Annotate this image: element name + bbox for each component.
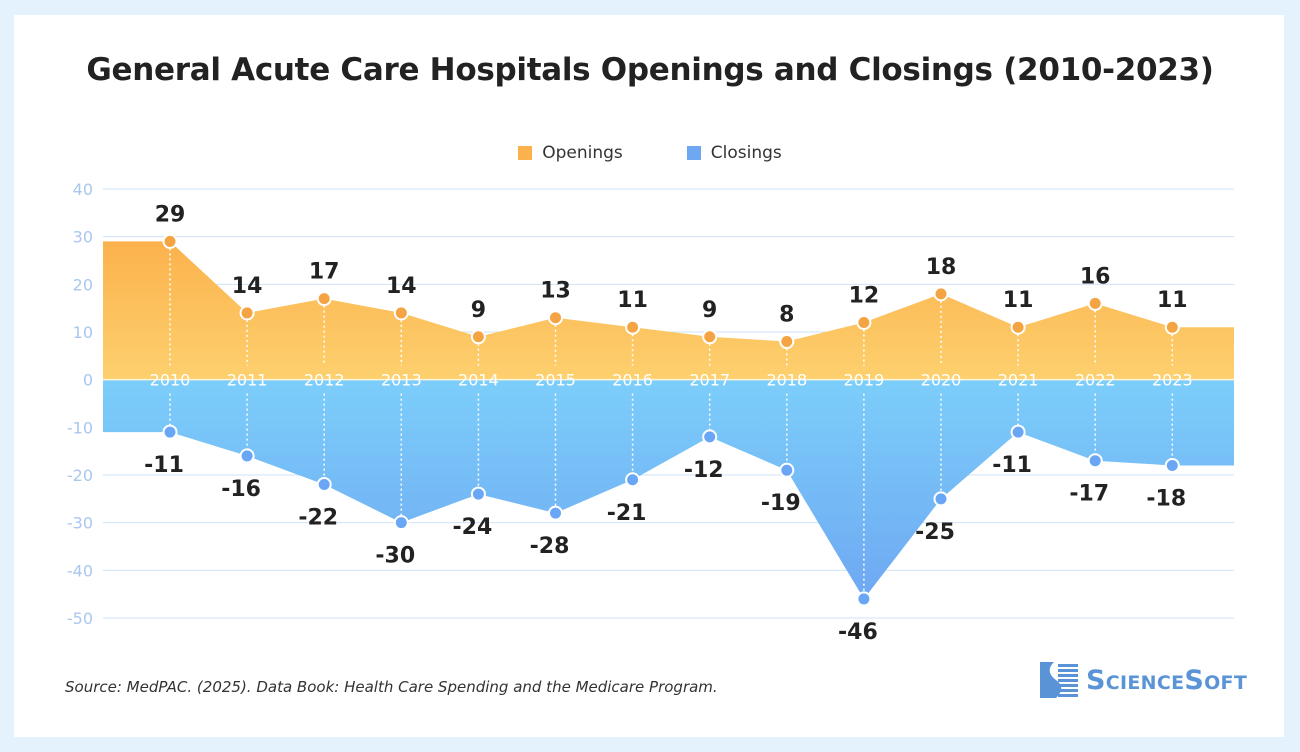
x-tick-label: 2015 xyxy=(535,371,576,390)
x-tick-label: 2014 xyxy=(458,371,499,390)
closings-data-label: -18 xyxy=(1146,486,1186,511)
sciencesoft-logo-icon xyxy=(1040,662,1078,698)
closings-point[interactable] xyxy=(702,429,718,445)
x-tick-label: 2019 xyxy=(844,371,885,390)
sciencesoft-logo[interactable]: ScienceSoft xyxy=(1040,662,1247,698)
openings-point[interactable] xyxy=(625,319,641,335)
x-tick-label: 2023 xyxy=(1152,371,1193,390)
closings-point[interactable] xyxy=(933,491,949,507)
legend-label-openings: Openings xyxy=(542,143,623,163)
closings-point[interactable] xyxy=(470,486,486,502)
closings-data-label: -19 xyxy=(761,491,801,516)
closings-data-label: -12 xyxy=(684,458,724,483)
openings-point[interactable] xyxy=(702,329,718,345)
closings-area xyxy=(103,379,1234,599)
y-tick-label: -50 xyxy=(67,609,93,628)
openings-point[interactable] xyxy=(933,286,949,302)
closings-swatch xyxy=(686,146,701,160)
closings-point[interactable] xyxy=(1087,453,1103,469)
y-tick-label: 40 xyxy=(73,180,93,199)
openings-point[interactable] xyxy=(856,314,872,330)
openings-data-label: 11 xyxy=(617,288,648,313)
closings-data-label: -25 xyxy=(915,520,955,545)
y-tick-label: -30 xyxy=(67,514,93,533)
openings-swatch xyxy=(518,146,533,160)
legend-item-openings[interactable]: Openings xyxy=(518,143,623,163)
chart-title: General Acute Care Hospitals Openings an… xyxy=(86,52,1214,88)
openings-data-label: 17 xyxy=(309,260,340,285)
openings-point[interactable] xyxy=(316,291,332,307)
closings-point[interactable] xyxy=(548,505,563,521)
closings-point[interactable] xyxy=(779,462,795,478)
openings-data-label: 29 xyxy=(155,202,186,227)
openings-data-label: 11 xyxy=(1003,288,1034,313)
closings-point[interactable] xyxy=(625,472,641,488)
openings-data-label: 16 xyxy=(1080,264,1111,289)
x-tick-label: 2021 xyxy=(998,371,1039,390)
logo-text: ScienceSoft xyxy=(1086,664,1248,696)
openings-data-label: 9 xyxy=(471,298,486,323)
openings-data-label: 14 xyxy=(386,274,417,299)
openings-data-label: 9 xyxy=(702,298,717,323)
openings-point[interactable] xyxy=(1010,319,1026,335)
closings-data-label: -21 xyxy=(607,501,647,526)
x-tick-label: 2018 xyxy=(766,371,807,390)
x-tick-label: 2022 xyxy=(1075,371,1116,390)
source-note: Source: MedPAC. (2025). Data Book: Healt… xyxy=(65,678,718,696)
y-tick-label: 30 xyxy=(73,228,93,247)
closings-data-label: -22 xyxy=(298,506,338,531)
openings-data-label: 18 xyxy=(926,255,957,280)
closings-data-label: -46 xyxy=(838,620,878,645)
x-tick-label: 2010 xyxy=(150,371,191,390)
closings-data-label: -16 xyxy=(221,477,261,502)
x-tick-label: 2012 xyxy=(304,371,345,390)
openings-point[interactable] xyxy=(1087,295,1103,311)
x-tick-label: 2016 xyxy=(612,371,653,390)
closings-point[interactable] xyxy=(316,477,332,493)
x-tick-label: 2017 xyxy=(689,371,730,390)
closings-point[interactable] xyxy=(1010,424,1026,440)
closings-data-label: -11 xyxy=(144,453,184,478)
y-tick-label: -10 xyxy=(67,418,93,437)
legend-label-closings: Closings xyxy=(710,143,782,163)
openings-data-label: 14 xyxy=(232,274,263,299)
openings-area xyxy=(103,241,1234,380)
closings-data-label: -17 xyxy=(1069,482,1109,507)
closings-point[interactable] xyxy=(856,591,872,607)
y-tick-label: 10 xyxy=(73,323,93,342)
x-tick-label: 2011 xyxy=(227,371,268,390)
openings-point[interactable] xyxy=(162,233,178,249)
openings-data-label: 11 xyxy=(1157,288,1188,313)
closings-point[interactable] xyxy=(162,424,178,440)
openings-point[interactable] xyxy=(548,310,563,326)
y-tick-label: 0 xyxy=(83,371,93,390)
y-tick-label: -20 xyxy=(67,466,93,485)
closings-data-label: -24 xyxy=(453,515,493,540)
closings-data-label: -28 xyxy=(530,534,570,559)
legend: Openings Closings xyxy=(0,143,1300,163)
openings-data-label: 8 xyxy=(779,303,794,328)
openings-point[interactable] xyxy=(779,334,795,350)
openings-data-label: 12 xyxy=(849,283,880,308)
closings-data-label: -30 xyxy=(375,544,415,569)
openings-point[interactable] xyxy=(239,305,255,321)
x-tick-label: 2013 xyxy=(381,371,422,390)
y-tick-label: -40 xyxy=(67,561,93,580)
closings-point[interactable] xyxy=(393,515,409,531)
openings-point[interactable] xyxy=(470,329,486,345)
openings-point[interactable] xyxy=(1164,319,1180,335)
closings-point[interactable] xyxy=(239,448,255,464)
openings-data-label: 13 xyxy=(540,279,571,304)
closings-point[interactable] xyxy=(1164,457,1180,473)
legend-item-closings[interactable]: Closings xyxy=(686,143,782,163)
y-tick-label: 20 xyxy=(73,275,93,294)
openings-point[interactable] xyxy=(393,305,409,321)
x-tick-label: 2020 xyxy=(921,371,962,390)
closings-data-label: -11 xyxy=(992,453,1032,478)
